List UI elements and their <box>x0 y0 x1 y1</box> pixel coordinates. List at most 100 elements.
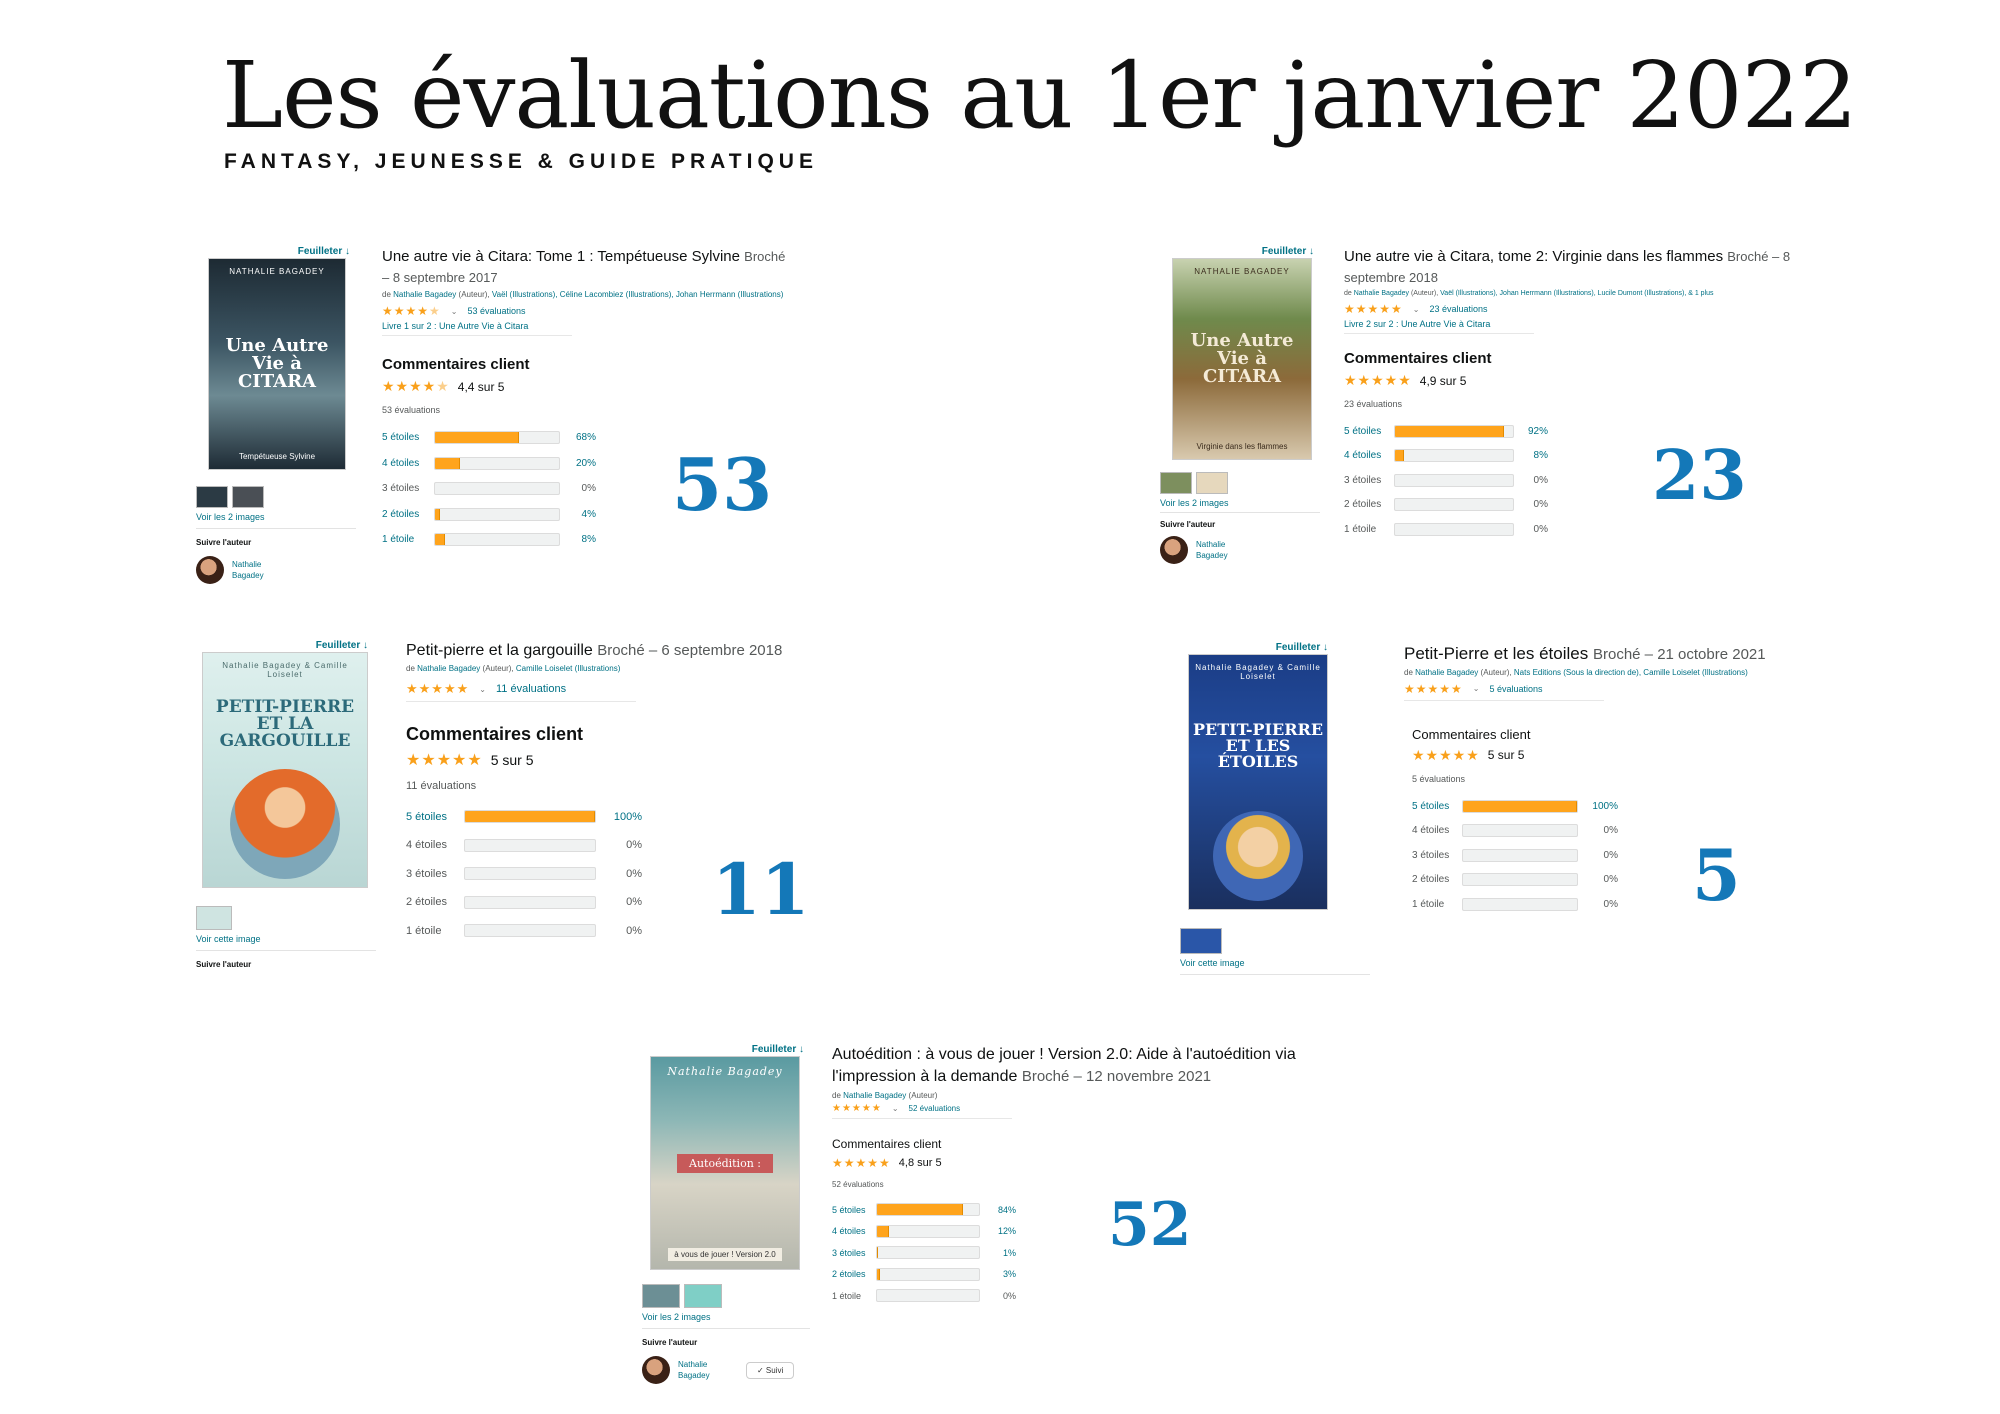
author-link[interactable]: Nathalie Bagadey <box>393 290 457 299</box>
book-title[interactable]: Une autre vie à Citara, tome 2: Virginie… <box>1344 246 1814 288</box>
histogram-row[interactable]: 2 étoiles 3% <box>832 1263 1362 1285</box>
histogram-percent[interactable]: 68% <box>575 432 596 444</box>
histogram-label[interactable]: 3 étoiles <box>832 1247 866 1258</box>
feuilleter-link[interactable]: Feuilleter <box>1262 246 1314 257</box>
histogram-percent[interactable]: 12% <box>997 1226 1016 1237</box>
thumbnail-image[interactable] <box>1160 472 1192 494</box>
histogram-row[interactable]: 5 étoiles 100% <box>1412 794 1860 819</box>
rating-summary[interactable]: ★★★★★ ⌄ 52 évaluations <box>832 1103 1362 1114</box>
chevron-down-icon[interactable]: ⌄ <box>450 306 458 316</box>
histogram-percent[interactable]: 20% <box>575 457 596 469</box>
contributors-link[interactable]: Camille Loiselet (Illustrations) <box>515 664 621 674</box>
author-row[interactable]: Nathalie Bagadey ✓ Suivi <box>642 1356 795 1384</box>
author-name-link[interactable]: Nathalie Bagadey <box>1196 539 1228 560</box>
histogram-label[interactable]: 4 étoiles <box>1344 450 1382 462</box>
histogram-percent[interactable]: 8% <box>581 534 596 546</box>
rating-count-link[interactable]: 5 évaluations <box>1489 683 1543 694</box>
book-title-text[interactable]: Autoédition : à vous de jouer ! Version … <box>832 1046 1296 1086</box>
view-images-link[interactable]: Voir cette image <box>196 934 261 944</box>
book-title-text[interactable]: Petit-Pierre et les étoiles <box>1404 644 1589 663</box>
book-cover[interactable]: Nathalie Bagadey & Camille Loiselet PETI… <box>1188 654 1328 910</box>
book-title-text[interactable]: Une autre vie à Citara: Tome 1 : Tempétu… <box>382 248 740 265</box>
book-cover[interactable]: Nathalie Bagadey Autoédition : à vous de… <box>650 1056 800 1270</box>
author-link[interactable]: Nathalie Bagadey <box>1415 667 1479 677</box>
view-images-link[interactable]: Voir cette image <box>1180 958 1245 968</box>
author-name-link[interactable]: Nathalie Bagadey <box>678 1359 710 1380</box>
histogram-label[interactable]: 5 étoiles <box>406 810 447 823</box>
rating-summary[interactable]: ★★★★★ ⌄ 53 évaluations <box>382 304 792 318</box>
histogram-label[interactable]: 5 étoiles <box>832 1204 866 1215</box>
rating-count-link[interactable]: 53 évaluations <box>467 306 526 316</box>
histogram-row[interactable]: 3 étoiles 1% <box>832 1242 1362 1264</box>
book-cover[interactable]: NATHALIE BAGADEY Une Autre Vie à CITARA … <box>208 258 346 470</box>
author-avatar[interactable] <box>1160 536 1188 564</box>
histogram-label[interactable]: 2 étoiles <box>382 508 420 520</box>
thumbnail-image[interactable] <box>684 1284 722 1308</box>
author-name-link[interactable]: Nathalie Bagadey <box>232 559 264 580</box>
author-row[interactable]: Nathalie Bagadey <box>196 556 272 584</box>
thumbnail-image[interactable] <box>1196 472 1228 494</box>
contributors-link[interactable]: Vaël (Illustrations), Céline Lacombiez (… <box>491 290 784 299</box>
histogram-row[interactable]: 5 étoiles 92% <box>1344 419 1814 444</box>
rating-summary[interactable]: ★★★★★ ⌄ 11 évaluations <box>406 681 796 697</box>
follow-button[interactable]: ✓ Suivi <box>746 1361 795 1379</box>
author-avatar[interactable] <box>196 556 224 584</box>
book-title[interactable]: Autoédition : à vous de jouer ! Version … <box>832 1044 1362 1089</box>
histogram-row[interactable]: 4 étoiles 20% <box>382 451 792 477</box>
chevron-down-icon[interactable]: ⌄ <box>1412 304 1420 314</box>
histogram-row[interactable]: 2 étoiles 4% <box>382 502 792 528</box>
thumbnail-image[interactable] <box>232 486 264 508</box>
histogram-label[interactable]: 5 étoiles <box>382 432 420 444</box>
histogram-percent[interactable]: 100% <box>1592 800 1618 812</box>
histogram-percent[interactable]: 100% <box>613 810 642 823</box>
histogram-label[interactable]: 4 étoiles <box>832 1226 866 1237</box>
rating-count-link[interactable]: 23 évaluations <box>1429 304 1488 314</box>
histogram-label[interactable]: 5 étoiles <box>1344 425 1382 437</box>
contributors-link[interactable]: Vaël (Illustrations), Johan Herrmann (Il… <box>1440 290 1714 297</box>
thumbnail-image[interactable] <box>642 1284 680 1308</box>
histogram-row[interactable]: 5 étoiles 100% <box>406 802 796 831</box>
feuilleter-link[interactable]: Feuilleter <box>1276 642 1328 653</box>
view-images-link[interactable]: Voir les 2 images <box>642 1312 711 1322</box>
book-title[interactable]: Une autre vie à Citara: Tome 1 : Tempétu… <box>382 246 792 288</box>
thumbnail-image[interactable] <box>196 486 228 508</box>
histogram-percent[interactable]: 3% <box>1002 1269 1016 1280</box>
rating-count-link[interactable]: 11 évaluations <box>495 683 567 696</box>
series-link[interactable]: Livre 1 sur 2 : Une Autre Vie à Citara <box>382 321 529 331</box>
author-link[interactable]: Nathalie Bagadey <box>417 664 481 674</box>
chevron-down-icon[interactable]: ⌄ <box>1472 684 1480 694</box>
rating-summary[interactable]: ★★★★★ ⌄ 5 évaluations <box>1404 682 1860 696</box>
rating-count-link[interactable]: 52 évaluations <box>908 1103 961 1113</box>
thumbnail-image[interactable] <box>1180 928 1222 954</box>
histogram-row[interactable]: 5 étoiles 68% <box>382 425 792 451</box>
view-images-link[interactable]: Voir les 2 images <box>1160 498 1229 508</box>
chevron-down-icon[interactable]: ⌄ <box>479 684 486 694</box>
histogram-row[interactable]: 4 étoiles 8% <box>1344 444 1814 469</box>
histogram-percent[interactable]: 4% <box>581 508 596 520</box>
book-title[interactable]: Petit-pierre et la gargouille Broché – 6… <box>406 640 796 662</box>
feuilleter-link[interactable]: Feuilleter <box>752 1044 804 1055</box>
author-link[interactable]: Nathalie Bagadey <box>1353 290 1410 297</box>
feuilleter-link[interactable]: Feuilleter <box>298 246 350 257</box>
view-images-link[interactable]: Voir les 2 images <box>196 512 265 522</box>
histogram-percent[interactable]: 1% <box>1002 1247 1016 1258</box>
chevron-down-icon[interactable]: ⌄ <box>891 1103 899 1113</box>
histogram-label[interactable]: 1 étoile <box>382 534 415 546</box>
book-cover[interactable]: NATHALIE BAGADEY Une Autre Vie à CITARA … <box>1172 258 1312 460</box>
histogram-percent[interactable]: 84% <box>997 1204 1016 1215</box>
histogram-label[interactable]: 5 étoiles <box>1412 800 1450 812</box>
book-title[interactable]: Petit-Pierre et les étoiles Broché – 21 … <box>1404 642 1860 666</box>
book-title-text[interactable]: Une autre vie à Citara, tome 2: Virginie… <box>1344 248 1724 265</box>
author-row[interactable]: Nathalie Bagadey <box>1160 536 1236 564</box>
book-cover[interactable]: Nathalie Bagadey & Camille Loiselet PETI… <box>202 652 368 888</box>
histogram-label[interactable]: 2 étoiles <box>832 1269 866 1280</box>
book-title-text[interactable]: Petit-pierre et la gargouille <box>406 642 593 659</box>
contributors-link[interactable]: Nats Editions (Sous la direction de), Ca… <box>1513 667 1748 677</box>
histogram-row[interactable]: 5 étoiles 84% <box>832 1199 1362 1221</box>
author-link[interactable]: Nathalie Bagadey <box>843 1090 907 1100</box>
histogram-label[interactable]: 4 étoiles <box>382 457 420 469</box>
histogram-row[interactable]: 1 étoile 8% <box>382 527 792 553</box>
histogram-percent[interactable]: 8% <box>1533 450 1548 462</box>
series-link[interactable]: Livre 2 sur 2 : Une Autre Vie à Citara <box>1344 319 1491 329</box>
rating-summary[interactable]: ★★★★★ ⌄ 23 évaluations <box>1344 302 1814 316</box>
